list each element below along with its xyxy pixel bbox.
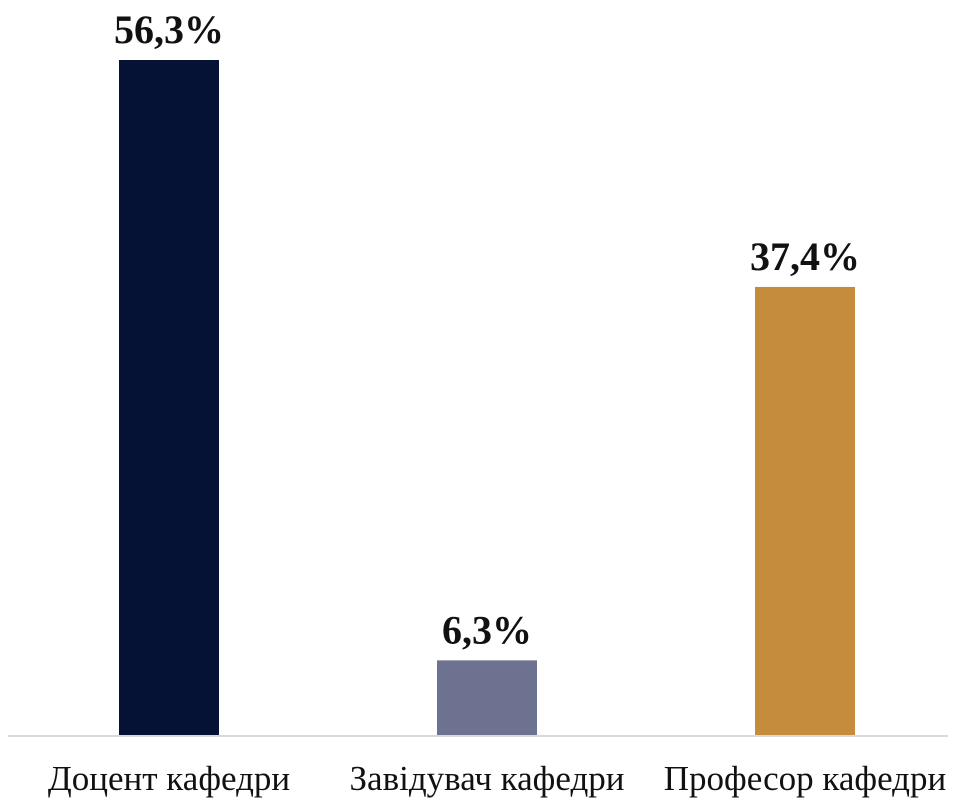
bar-2: [437, 660, 537, 736]
labels-layer: 56,3% Доцент кафедри 6,3% Завідувач кафедри…: [48, 7, 946, 798]
bar-3: [755, 286, 855, 736]
category-label-1: Доцент кафедри: [48, 759, 290, 798]
category-label-3: Професор кафедри: [664, 759, 946, 798]
bars-layer: [119, 60, 855, 736]
data-label-1: 56,3%: [114, 7, 224, 52]
category-label-2: Завідувач кафедри: [350, 759, 625, 798]
data-label-2: 6,3%: [442, 607, 532, 652]
bar-1: [119, 60, 219, 736]
data-label-3: 37,4%: [750, 234, 860, 279]
